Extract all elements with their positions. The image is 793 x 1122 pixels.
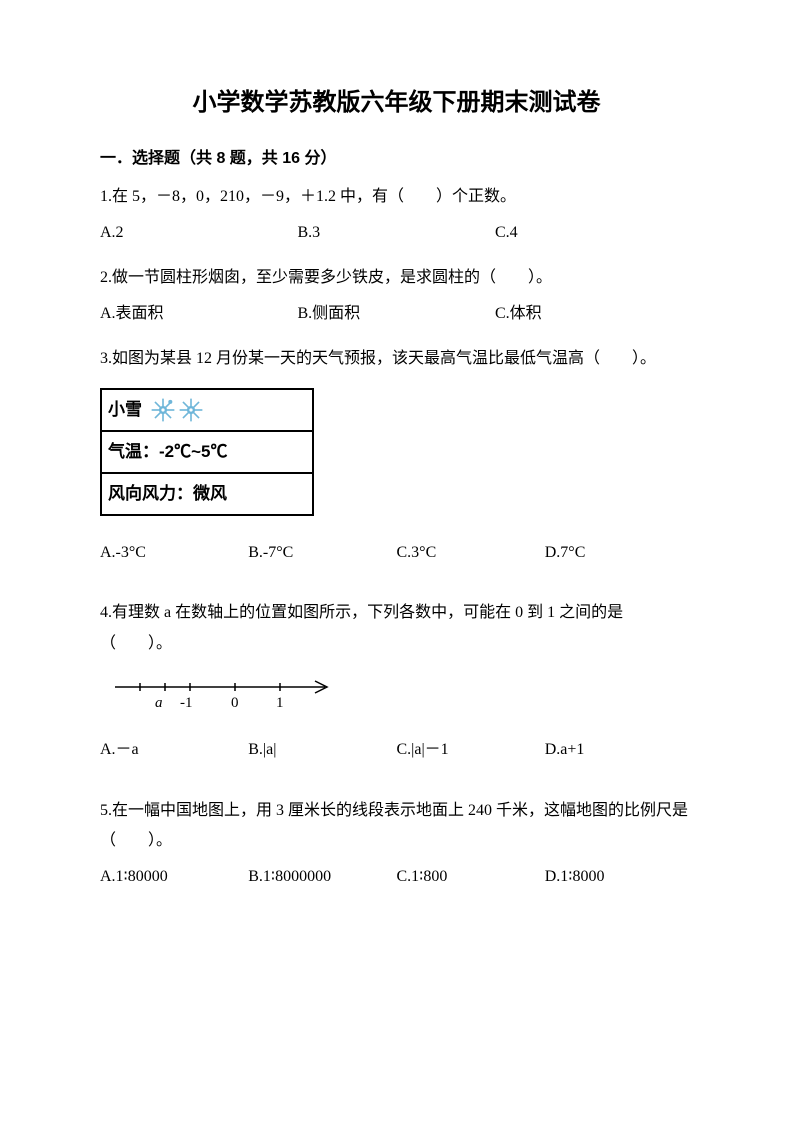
weather-row2: 气温：-2℃~5℃ xyxy=(102,432,312,474)
q5-opt-b: B.1∶8000000 xyxy=(248,862,396,892)
q1-opt-b: B.3 xyxy=(297,218,494,248)
q4-opt-c: C.|a|－1 xyxy=(397,735,545,765)
section-header: 一．选择题（共 8 题，共 16 分） xyxy=(100,144,693,174)
q4-text: 4.有理数 a 在数轴上的位置如图所示，下列各数中，可能在 0 到 1 之间的是… xyxy=(100,598,693,659)
weather-row3: 风向风力：微风 xyxy=(102,474,312,514)
weather-label: 小雪 xyxy=(108,394,142,426)
q4-opt-d: D.a+1 xyxy=(545,735,693,765)
q2-opt-a: A.表面积 xyxy=(100,299,297,329)
q1-options: A.2 B.3 C.4 xyxy=(100,218,693,248)
q5-options: A.1∶80000 B.1∶8000000 C.1∶800 D.1∶8000 xyxy=(100,862,693,892)
q3-opt-a: A.-3°C xyxy=(100,538,248,568)
q5-opt-a: A.1∶80000 xyxy=(100,862,248,892)
q2-options: A.表面积 B.侧面积 C.体积 xyxy=(100,299,693,329)
q5-text: 5.在一幅中国地图上，用 3 厘米长的线段表示地面上 240 千米，这幅地图的比… xyxy=(100,796,693,857)
q4-opt-b: B.|a| xyxy=(248,735,396,765)
snowflake-icon xyxy=(150,397,176,423)
q3-opt-b: B.-7°C xyxy=(248,538,396,568)
weather-card: 小雪 xyxy=(100,388,314,516)
q3-opt-c: C.3°C xyxy=(397,538,545,568)
q3-text: 3.如图为某县 12 月份某一天的天气预报，该天最高气温比最低气温高（ ）。 xyxy=(100,344,693,374)
numline-label-m1: -1 xyxy=(180,695,193,711)
q5-opt-d: D.1∶8000 xyxy=(545,862,693,892)
numline-label-1: 1 xyxy=(276,695,284,711)
page-title: 小学数学苏教版六年级下册期末测试卷 xyxy=(100,80,693,126)
numline-label-a: a xyxy=(155,695,163,711)
number-line-svg: a -1 0 1 xyxy=(110,671,340,715)
q3-opt-d: D.7°C xyxy=(545,538,693,568)
weather-row1: 小雪 xyxy=(102,390,312,432)
q4-options: A.－a B.|a| C.|a|－1 D.a+1 xyxy=(100,735,693,765)
snowflake-icon xyxy=(178,397,204,423)
q1-opt-a: A.2 xyxy=(100,218,297,248)
number-line-figure: a -1 0 1 xyxy=(110,671,693,715)
q1-opt-c: C.4 xyxy=(495,218,692,248)
page: 小学数学苏教版六年级下册期末测试卷 一．选择题（共 8 题，共 16 分） 1.… xyxy=(0,0,793,1122)
q1-text: 1.在 5，－8，0，210，－9，＋1.2 中，有（ ）个正数。 xyxy=(100,182,693,212)
q2-opt-b: B.侧面积 xyxy=(297,299,494,329)
q2-opt-c: C.体积 xyxy=(495,299,692,329)
q4-opt-a: A.－a xyxy=(100,735,248,765)
q2-text: 2.做一节圆柱形烟囱，至少需要多少铁皮，是求圆柱的（ ）。 xyxy=(100,263,693,293)
q5-opt-c: C.1∶800 xyxy=(397,862,545,892)
numline-label-0: 0 xyxy=(231,695,239,711)
q3-options: A.-3°C B.-7°C C.3°C D.7°C xyxy=(100,538,693,568)
